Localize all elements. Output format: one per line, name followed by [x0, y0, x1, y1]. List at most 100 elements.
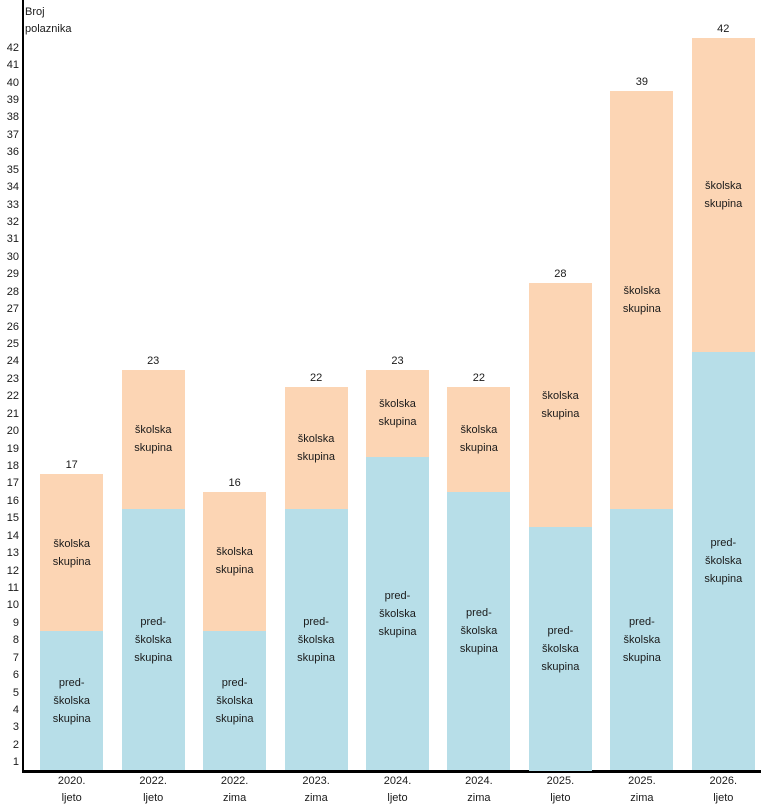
- y-tick-label: 1: [12, 756, 19, 769]
- bar-segment-school: [366, 369, 429, 457]
- y-tick-label: 40: [6, 76, 19, 89]
- bar-total-label: 23: [391, 354, 404, 367]
- y-tick-label: 23: [6, 372, 19, 385]
- school-segment-label: školska skupina: [622, 284, 661, 315]
- y-tick-label: 9: [12, 616, 19, 629]
- school-segment-label: školska skupina: [541, 389, 580, 420]
- y-tick-label: 15: [6, 512, 19, 525]
- y-tick-label: 22: [6, 390, 19, 403]
- y-tick-label: 33: [6, 198, 19, 211]
- y-axis-title-line1: Broj: [25, 6, 45, 18]
- bar-segment-preschool: [284, 509, 348, 771]
- x-axis-category-label: 2022. zima: [220, 775, 249, 804]
- y-tick-label: 41: [6, 59, 19, 72]
- y-tick-label: 11: [7, 582, 19, 594]
- school-segment-label: školska skupina: [134, 424, 173, 455]
- y-tick-label: 28: [6, 285, 19, 298]
- y-tick-label: 14: [6, 529, 19, 542]
- bar-segment-preschool: [447, 491, 511, 771]
- y-tick-label: 34: [6, 181, 19, 194]
- bar-segment-school: [284, 387, 348, 509]
- preschool-segment-label: pred-školska skupina: [622, 615, 661, 664]
- y-tick-label: 36: [6, 146, 19, 159]
- bar-segment-preschool: [691, 352, 755, 771]
- x-axis-category-label: 2022. ljeto: [139, 775, 167, 804]
- y-tick-label: 42: [6, 41, 19, 54]
- y-tick-label: 12: [6, 564, 19, 577]
- y-tick-label: 39: [6, 93, 19, 106]
- y-tick-label: 21: [6, 407, 19, 420]
- school-segment-label: školska skupina: [52, 537, 91, 568]
- bar-segment-preschool: [366, 456, 429, 771]
- bar-total-label: 22: [309, 372, 323, 384]
- bar-segment-school: [40, 474, 104, 632]
- y-tick-label: 4: [12, 704, 19, 716]
- y-tick-label: 8: [12, 634, 19, 647]
- y-tick-label: 19: [6, 442, 19, 455]
- bar-total-label: 23: [147, 354, 160, 367]
- y-tick-label: 6: [12, 669, 19, 682]
- y-tick-label: 17: [6, 477, 19, 490]
- preschool-segment-label: pred-školska skupina: [215, 676, 254, 725]
- bar-segment-school: [691, 38, 755, 353]
- x-axis-category-label: 2020. ljeto: [57, 775, 86, 804]
- bar-total-label: 42: [717, 23, 730, 36]
- y-tick-label: 2: [12, 738, 19, 751]
- y-axis-line: [22, 0, 24, 772]
- preschool-segment-label: pred-školska skupina: [704, 537, 743, 586]
- preschool-segment-label: pred-školska skupina: [52, 676, 91, 725]
- school-segment-label: školska skupina: [297, 433, 336, 463]
- x-axis-category-label: 2024. zima: [465, 775, 493, 804]
- bar-segment-school: [528, 282, 592, 527]
- y-tick-label: 5: [12, 686, 19, 699]
- y-tick-label: 37: [6, 128, 19, 141]
- bar-segment-school: [203, 491, 267, 631]
- y-tick-label: 10: [6, 599, 19, 612]
- y-tick-label: 20: [6, 425, 19, 438]
- y-tick-label: 35: [6, 163, 19, 176]
- school-segment-label: školska skupina: [215, 546, 254, 577]
- y-tick-label: 24: [6, 355, 19, 368]
- y-tick-label: 3: [12, 721, 19, 734]
- bar-segment-preschool: [203, 631, 267, 771]
- x-axis-category-label: 2026. ljeto: [709, 775, 738, 804]
- preschool-segment-label: pred-školska skupina: [459, 607, 498, 656]
- x-axis-category-label: 2025. ljeto: [546, 775, 575, 804]
- y-tick-label: 38: [6, 111, 19, 124]
- y-tick-label: 13: [6, 547, 19, 560]
- preschool-segment-label: pred-školska skupina: [134, 615, 173, 664]
- school-segment-label: školska skupina: [459, 424, 498, 455]
- school-segment-label: školska skupina: [378, 398, 417, 429]
- x-axis-category-label: 2025. zima: [628, 775, 656, 804]
- bar-segment-school: [447, 387, 511, 492]
- bar-segment-preschool: [528, 526, 592, 771]
- bar-segment-preschool: [40, 631, 104, 771]
- bar-total-label: 16: [228, 476, 241, 489]
- bar-segment-preschool: [610, 509, 674, 771]
- preschool-segment-label: pred-školska skupina: [541, 624, 580, 673]
- bar-total-label: 28: [554, 267, 567, 280]
- bar-segment-school: [610, 90, 674, 509]
- bar-total-label: 17: [65, 459, 78, 472]
- y-tick-label: 27: [6, 303, 19, 316]
- x-axis-line: [22, 770, 761, 773]
- y-tick-label: 26: [6, 320, 19, 333]
- y-tick-label: 16: [6, 494, 19, 507]
- y-tick-label: 31: [6, 233, 19, 246]
- y-tick-label: 25: [6, 338, 19, 350]
- y-tick-label: 32: [6, 216, 19, 228]
- x-axis-category-label: 2023. zima: [302, 775, 330, 804]
- y-tick-label: 29: [6, 268, 19, 281]
- y-axis-title-line2: polaznika: [25, 23, 72, 35]
- preschool-segment-label: pred-školska skupina: [297, 615, 336, 664]
- bar-segment-school: [121, 369, 185, 509]
- y-tick-label: 7: [12, 651, 19, 664]
- y-tick-label: 18: [6, 460, 19, 472]
- school-segment-label: školska skupina: [704, 180, 743, 211]
- bar-segment-preschool: [121, 509, 185, 771]
- bar-total-label: 22: [472, 372, 486, 384]
- x-axis-category-label: 2024. ljeto: [383, 775, 412, 804]
- bar-total-label: 39: [635, 75, 649, 88]
- y-tick-label: 30: [6, 250, 19, 263]
